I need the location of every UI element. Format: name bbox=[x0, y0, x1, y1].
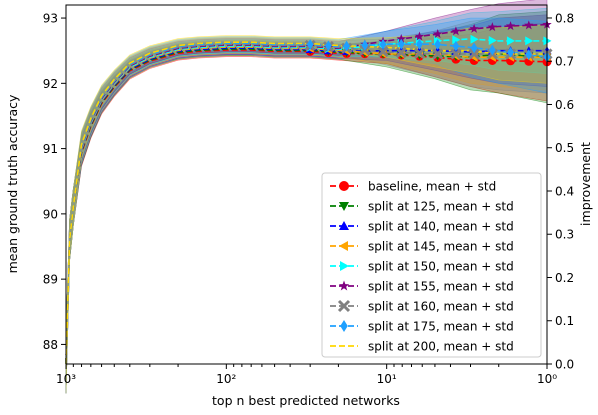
legend-marker bbox=[338, 280, 350, 291]
series-marker bbox=[396, 33, 406, 43]
x-tick-label: 10² bbox=[216, 372, 236, 386]
series-marker bbox=[507, 46, 514, 58]
std-bands bbox=[65, 0, 548, 394]
series-marker bbox=[434, 39, 442, 50]
legend-label: baseline, mean + std bbox=[368, 180, 496, 194]
x-axis-label: top n best predicted networks bbox=[212, 393, 400, 408]
legend-box bbox=[321, 172, 542, 358]
legend-marker bbox=[339, 181, 349, 191]
legend-label: split at 125, mean + std bbox=[368, 200, 514, 214]
series-marker bbox=[379, 38, 387, 50]
series-marker bbox=[397, 38, 405, 50]
series-marker bbox=[487, 22, 498, 32]
series-marker bbox=[343, 40, 350, 52]
y2-axis-ticks: 0.0 0.1 0.2 0.3 0.4 0.5 0.6 0.7 0.8 bbox=[547, 11, 574, 372]
series-marker bbox=[488, 35, 497, 45]
series-marker bbox=[452, 40, 460, 52]
series-marker bbox=[306, 39, 314, 50]
y-axis-ticks: 88 89 90 91 92 93 bbox=[43, 12, 66, 352]
legend-marker bbox=[340, 261, 349, 271]
x-axis-ticks: 10³ 10² 10¹ 10⁰ bbox=[56, 364, 557, 386]
legend-label: split at 200, mean + std bbox=[368, 340, 514, 354]
legend-marker bbox=[337, 299, 351, 313]
y2-tick-label: 0.4 bbox=[555, 184, 574, 198]
series-marker bbox=[361, 39, 369, 51]
series-marker bbox=[451, 26, 461, 36]
y-tick-label: 91 bbox=[43, 142, 58, 156]
series-marker bbox=[469, 23, 479, 33]
series-marker bbox=[488, 44, 496, 56]
x-tick-label: 10⁰ bbox=[537, 372, 557, 386]
series-marker bbox=[468, 48, 480, 60]
x-tick-label: 10¹ bbox=[377, 372, 397, 386]
legend-marker bbox=[340, 320, 348, 332]
series-marker bbox=[377, 46, 389, 58]
series-marker bbox=[525, 49, 533, 61]
y2-tick-label: 0.8 bbox=[555, 11, 574, 25]
y2-tick-label: 0.2 bbox=[555, 271, 574, 285]
legend-label: split at 155, mean + std bbox=[368, 280, 514, 294]
series-marker bbox=[505, 21, 516, 31]
legend: baseline, mean + std split at 125, mean +… bbox=[321, 172, 542, 358]
y-tick-label: 92 bbox=[43, 77, 58, 91]
y-tick-label: 90 bbox=[43, 207, 58, 221]
series-marker bbox=[432, 48, 444, 60]
y2-tick-label: 0.1 bbox=[555, 314, 574, 328]
legend-label: split at 145, mean + std bbox=[368, 240, 514, 254]
legend-marker bbox=[339, 221, 349, 230]
series-markers bbox=[304, 19, 553, 67]
y2-axis-label: improvement bbox=[578, 142, 593, 226]
series-marker bbox=[452, 35, 461, 45]
y-tick-label: 88 bbox=[43, 338, 58, 352]
series-marker bbox=[395, 47, 407, 59]
series-line bbox=[65, 48, 548, 365]
legend-label: split at 150, mean + std bbox=[368, 260, 514, 274]
series-marker bbox=[450, 48, 462, 60]
series-marker bbox=[506, 36, 516, 46]
x-tick-label: 10³ bbox=[56, 372, 76, 386]
legend-label: split at 160, mean + std bbox=[368, 300, 514, 314]
series-marker bbox=[325, 40, 332, 52]
legend-marker bbox=[339, 202, 349, 211]
y2-tick-label: 0.5 bbox=[555, 141, 574, 155]
y-tick-label: 89 bbox=[43, 273, 58, 287]
series-marker bbox=[413, 47, 426, 59]
series-marker bbox=[524, 20, 534, 30]
y-tick-label: 93 bbox=[43, 12, 58, 26]
legend-label: split at 140, mean + std bbox=[368, 220, 514, 234]
series-marker bbox=[525, 36, 534, 46]
legend-label: split at 175, mean + std bbox=[368, 320, 514, 334]
series-marker bbox=[416, 38, 423, 50]
y-axis-label: mean ground truth accuracy bbox=[5, 94, 20, 273]
series-marker bbox=[470, 42, 478, 54]
series-marker bbox=[432, 29, 443, 38]
series-marker bbox=[414, 31, 425, 41]
y2-tick-label: 0.0 bbox=[555, 358, 574, 372]
series-marker bbox=[470, 34, 479, 44]
y2-tick-label: 0.3 bbox=[555, 228, 574, 242]
y2-tick-label: 0.6 bbox=[555, 98, 574, 112]
plot-frame bbox=[65, 4, 548, 365]
y2-tick-label: 0.7 bbox=[555, 55, 574, 69]
legend-marker bbox=[339, 241, 348, 251]
